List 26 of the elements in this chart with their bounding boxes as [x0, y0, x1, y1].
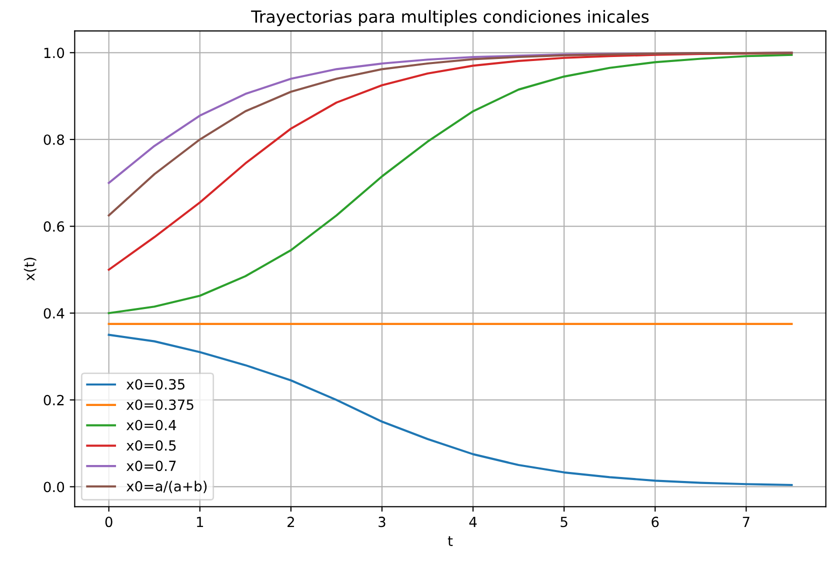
y-tick-label: 0.4 [44, 308, 64, 319]
y-tick-label: 1.0 [44, 48, 64, 58]
x-tick-label: 6 [652, 516, 659, 528]
legend-label: x0=0.4 [126, 420, 176, 430]
legend-label: x0=0.7 [126, 460, 176, 472]
line-series [108, 52, 793, 216]
line-series [108, 52, 793, 271]
chart-title: Trayectorias para multiples condiciones inicales [251, 10, 649, 26]
y-tick-label: 0.6 [44, 221, 64, 232]
x-tick-label: 7 [742, 516, 750, 527]
legend-label: x0=a/(a+b) [126, 480, 207, 494]
y-tick-label: 0.2 [44, 394, 64, 406]
y-tick-label: 0.0 [44, 482, 64, 492]
x-tick-label: 0 [105, 516, 112, 528]
x-tick-label: 3 [378, 516, 386, 528]
legend-label: x0=0.375 [126, 399, 194, 410]
x-tick-label: 1 [197, 516, 204, 527]
x-tick-label: 5 [560, 516, 568, 528]
x-axis-title: t [448, 536, 453, 546]
y-axis-title: x(t) [24, 258, 36, 281]
x-tick-label: 4 [469, 516, 477, 527]
y-tick-label: 0.8 [44, 134, 64, 145]
x-tick-label: 2 [288, 516, 294, 527]
line-series [108, 54, 793, 314]
legend-label: x0=0.5 [126, 440, 176, 451]
legend-label: x0=0.35 [126, 379, 184, 390]
